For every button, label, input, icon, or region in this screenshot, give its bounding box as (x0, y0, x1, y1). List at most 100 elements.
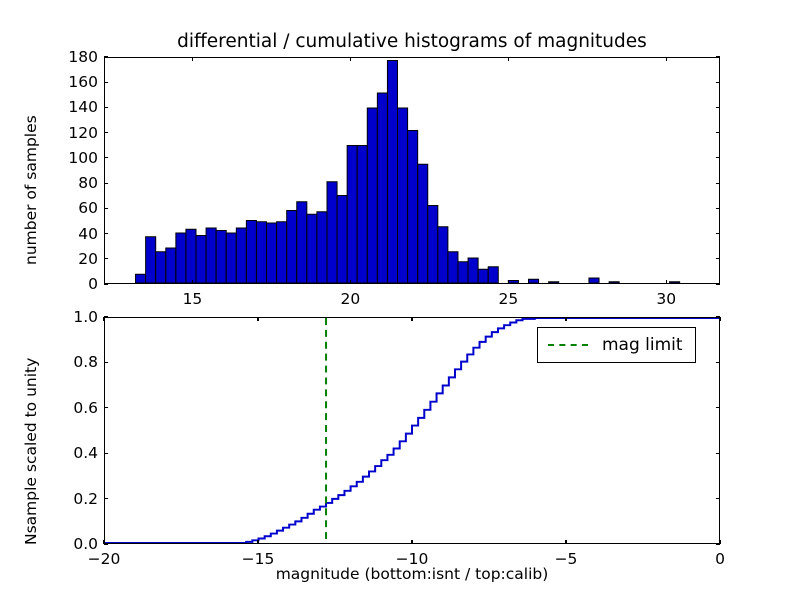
histogram-bar (397, 107, 409, 283)
histogram-bar (417, 163, 429, 283)
histogram-bar (165, 247, 177, 283)
y-tick-label: 0.0 (73, 535, 98, 553)
y-tick-label: 160 (68, 73, 98, 92)
y-tick-mark-right (716, 316, 720, 318)
histogram-bar (266, 222, 278, 283)
differential-histogram-axes (104, 57, 720, 284)
x-tick-label: 25 (498, 290, 519, 308)
histogram-bar (135, 273, 147, 283)
x-tick-label: −5 (554, 550, 578, 568)
histogram-bar (205, 227, 217, 283)
y-tick-label: 0.6 (73, 398, 98, 417)
histogram-bar (376, 92, 388, 283)
y-tick-mark-right (716, 157, 720, 159)
y-tick-label: 0.4 (73, 444, 98, 463)
y-tick-mark-right (716, 498, 720, 500)
histogram-bar (185, 228, 197, 283)
y-tick-mark-right (716, 56, 720, 58)
histogram-bar (245, 220, 257, 283)
x-tick-mark (719, 540, 721, 544)
x-tick-mark (191, 280, 194, 284)
histogram-bar (215, 230, 227, 283)
x-tick-mark-top (191, 57, 194, 61)
y-tick-mark (104, 452, 108, 454)
histogram-bar (276, 221, 288, 283)
y-tick-mark (104, 258, 108, 260)
histogram-bar (407, 129, 419, 283)
x-tick-mark-top (349, 57, 351, 61)
histogram-bar (255, 221, 268, 283)
y-tick-mark (104, 106, 108, 109)
y-tick-label: 120 (68, 123, 98, 142)
x-tick-mark (257, 540, 259, 544)
x-tick-label: 30 (656, 290, 677, 308)
y-tick-label: 1.0 (73, 308, 98, 326)
histogram-bar (548, 281, 560, 283)
x-tick-label: 20 (340, 290, 361, 308)
y-tick-label: 40 (78, 224, 98, 243)
y-tick-mark-right (716, 207, 720, 209)
y-tick-mark-right (716, 106, 720, 109)
x-tick-mark-top (665, 57, 667, 61)
histogram-bar (235, 227, 247, 283)
histogram-bar (356, 145, 368, 283)
y-tick-label: 0.8 (73, 353, 98, 372)
cumulative-curve (105, 318, 719, 543)
y-tick-mark (104, 81, 108, 83)
histogram-bar (306, 213, 318, 283)
histogram-bar (507, 280, 519, 283)
y-tick-mark (104, 182, 108, 184)
y-tick-mark (104, 498, 108, 500)
histogram-bar (225, 232, 237, 283)
y-tick-label: 20 (78, 249, 98, 268)
histogram-bar (608, 281, 620, 283)
histogram-bar (528, 278, 540, 283)
histogram-bar (155, 251, 167, 283)
histogram-bar (588, 277, 600, 283)
y-tick-mark-right (716, 361, 720, 363)
histogram-bar (195, 235, 207, 283)
y-tick-mark-right (716, 283, 720, 285)
y-tick-mark (104, 56, 108, 58)
histogram-bar (427, 205, 439, 283)
y-tick-label: 80 (78, 174, 98, 193)
x-tick-label: 15 (182, 290, 203, 308)
y-tick-mark-right (716, 232, 720, 235)
y-tick-mark (104, 361, 108, 363)
y-tick-mark-right (716, 407, 720, 409)
x-tick-mark-top (507, 57, 509, 61)
histogram-bar (326, 181, 338, 283)
x-tick-mark-top (103, 317, 105, 321)
y-tick-mark (104, 283, 108, 285)
y-tick-mark (104, 407, 108, 409)
histogram-bar (487, 266, 499, 283)
histogram-bar (175, 232, 187, 283)
histogram-bar (336, 195, 348, 283)
y-tick-mark (104, 232, 108, 235)
x-tick-mark (665, 280, 667, 284)
y-tick-label: 140 (68, 98, 98, 117)
figure-title: differential / cumulative histograms of … (177, 31, 647, 52)
x-tick-mark-top (411, 317, 413, 321)
y-tick-mark-right (716, 81, 720, 83)
histogram-bar (286, 210, 298, 283)
y-tick-mark (104, 543, 108, 545)
y-tick-mark-right (716, 543, 720, 545)
histogram-bar (346, 145, 358, 283)
histogram-bar (467, 257, 479, 283)
differential-histogram-plot (135, 60, 681, 283)
legend-label-mag-limit: mag limit (602, 335, 683, 355)
x-tick-mark (565, 540, 567, 544)
y-tick-label: 180 (68, 48, 98, 66)
x-tick-mark-top (719, 317, 721, 321)
x-tick-mark-top (257, 317, 259, 321)
x-tick-label: −15 (241, 550, 275, 568)
y-tick-mark (104, 207, 108, 209)
x-tick-mark (349, 280, 351, 284)
legend-box: mag limit (537, 327, 696, 363)
histogram-bar (296, 201, 308, 283)
y-tick-mark-right (716, 182, 720, 184)
x-tick-mark (103, 540, 105, 544)
y-tick-mark-right (716, 132, 720, 134)
